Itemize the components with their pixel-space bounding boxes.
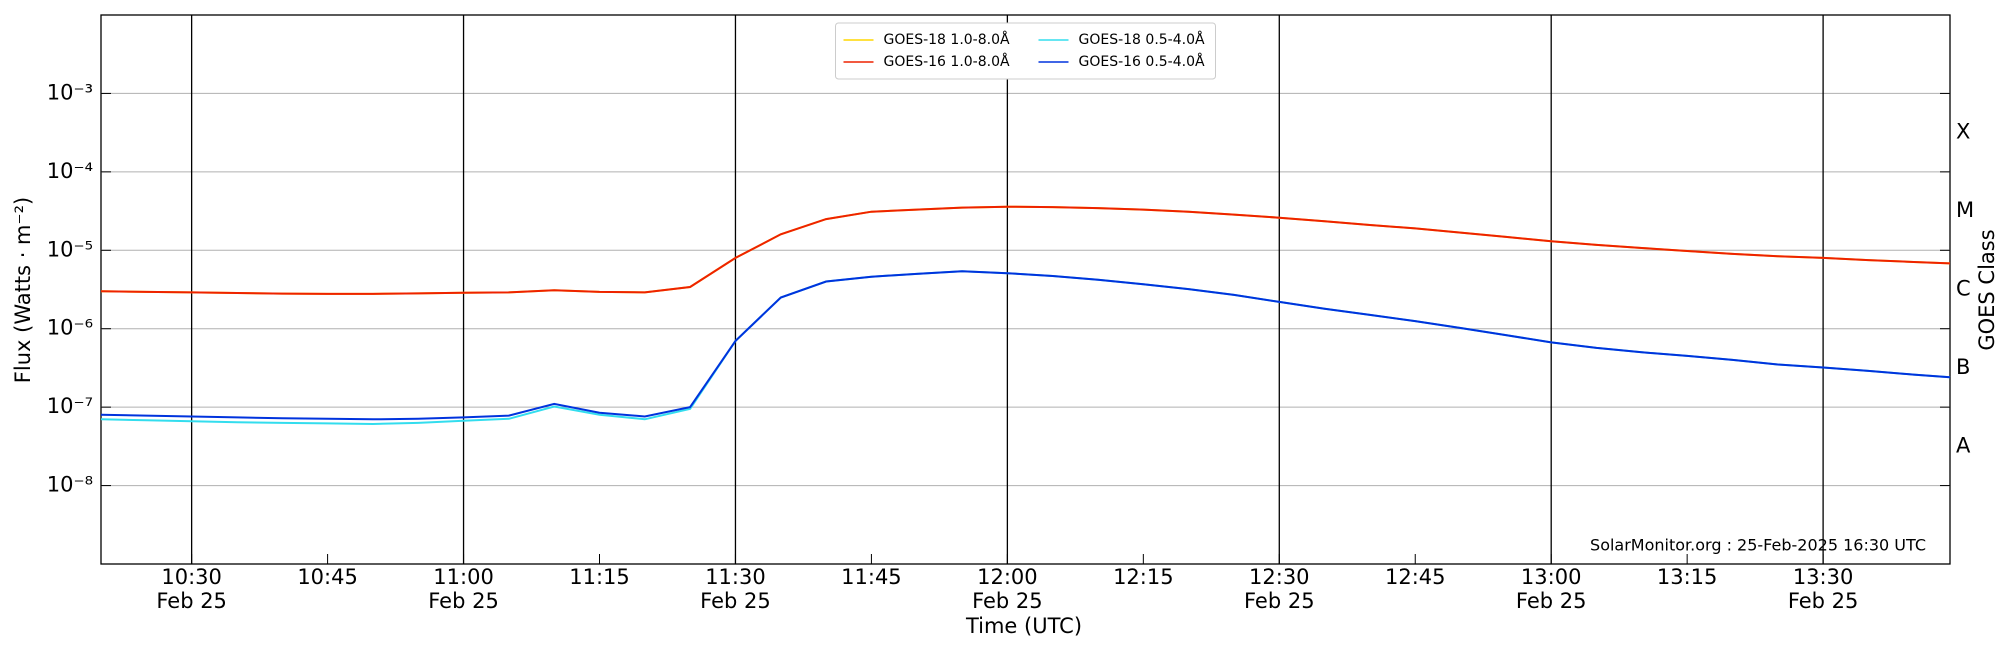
legend-label: GOES-18 1.0-8.0Å	[884, 31, 1010, 48]
legend: GOES-18 1.0-8.0Å GOES-16 1.0-8.0Å GOES-18 …	[835, 22, 1216, 80]
x-tick-date: Feb 25	[1788, 589, 1859, 613]
class-label: A	[1956, 433, 1971, 457]
legend-box	[835, 22, 1216, 80]
x-tick-label: 13:15	[1657, 565, 1718, 589]
y-tick-label: 10⁻⁵	[47, 237, 93, 261]
y-tick-label: 10⁻⁷	[47, 394, 93, 418]
annotation: SolarMonitor.org : 25-Feb-2025 16:30 UTC	[1590, 536, 1926, 555]
x-tick-label: 13:00	[1521, 565, 1582, 589]
x-tick-label: 12:15	[1113, 565, 1174, 589]
y-axis-label: Flux (Watts · m⁻²)	[11, 197, 35, 383]
class-label: M	[1956, 198, 1974, 222]
legend-label: GOES-18 0.5-4.0Å	[1079, 31, 1205, 48]
x-tick-label: 10:30	[161, 565, 222, 589]
x-tick-date: Feb 25	[1516, 589, 1587, 613]
x-tick-label: 10:45	[297, 565, 358, 589]
x-tick-date: Feb 25	[156, 589, 227, 613]
x-tick-label: 12:00	[977, 565, 1038, 589]
x-tick-date: Feb 25	[972, 589, 1043, 613]
y-tick-label: 10⁻⁸	[47, 473, 93, 497]
plot-frame	[100, 14, 1951, 565]
x-tick-label: 12:30	[1249, 565, 1310, 589]
x-tick-date: Feb 25	[1244, 589, 1315, 613]
x-tick-label: 11:30	[705, 565, 766, 589]
x-tick-date: Feb 25	[700, 589, 771, 613]
x-tick-label: 11:15	[569, 565, 630, 589]
x-tick-label: 13:30	[1793, 565, 1854, 589]
series-line	[100, 270, 1951, 421]
legend-label: GOES-16 0.5-4.0Å	[1079, 53, 1205, 70]
y-tick-label: 10⁻³	[47, 80, 93, 104]
y-tick-label: 10⁻⁴	[47, 159, 93, 183]
series-line	[100, 205, 1951, 295]
x-axis-label: Time (UTC)	[965, 614, 1082, 638]
x-tick-label: 12:45	[1385, 565, 1446, 589]
class-label: C	[1956, 277, 1971, 301]
y2-axis-label: GOES Class	[1975, 229, 1999, 350]
class-label: X	[1956, 120, 1970, 144]
legend-label: GOES-16 1.0-8.0Å	[884, 53, 1010, 70]
y-tick-label: 10⁻⁶	[47, 316, 93, 340]
x-tick-label: 11:00	[433, 565, 494, 589]
class-label: B	[1956, 355, 1970, 379]
x-tick-date: Feb 25	[428, 589, 499, 613]
x-tick-label: 11:45	[841, 565, 902, 589]
